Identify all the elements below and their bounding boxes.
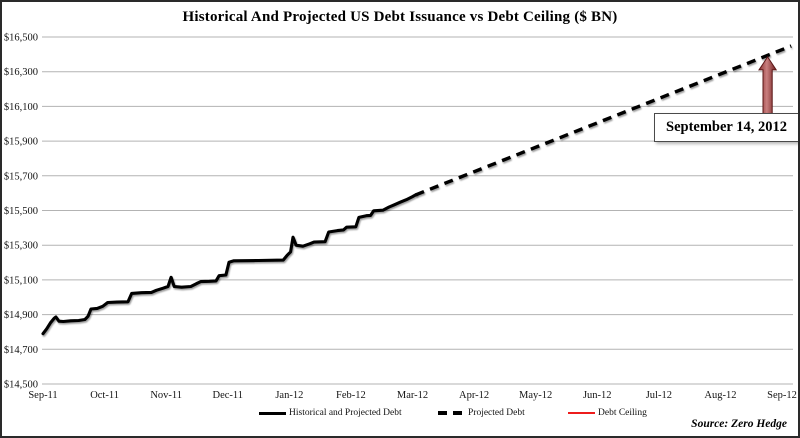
x-axis-tick-label: Mar-12	[397, 390, 428, 401]
source-note: Source: Zero Hedge	[691, 418, 787, 430]
x-axis-tick-label: Oct-11	[90, 390, 119, 401]
legend-item-ceiling: Debt Ceiling	[568, 406, 647, 420]
y-axis-tick-label: $16,500	[4, 33, 38, 44]
x-axis-tick-label: Sep-12	[767, 390, 797, 401]
y-axis-tick-label: $15,700	[4, 171, 38, 182]
x-axis-tick-label: Sep-11	[28, 390, 57, 401]
historical-debt-line	[41, 193, 418, 336]
chart-title: Historical And Projected US Debt Issuanc…	[182, 9, 618, 25]
dashed-line-swatch-icon	[438, 411, 465, 415]
x-axis-tick-label: Feb-12	[336, 390, 366, 401]
red-line-swatch-icon	[568, 412, 595, 414]
legend: Historical and Projected Debt Projected …	[2, 406, 798, 420]
x-axis-tick-label: Aug-12	[704, 390, 736, 401]
legend-label: Projected Debt	[468, 408, 525, 418]
projected-debt-line	[414, 44, 792, 197]
x-axis-tick-label: Jan-12	[275, 390, 303, 401]
annotation-text: September 14, 2012	[666, 119, 787, 135]
x-axis-tick-label: May-12	[519, 390, 552, 401]
y-axis-tick-label: $14,700	[4, 345, 38, 356]
y-axis-tick-label: $14,500	[4, 380, 38, 391]
x-axis-tick-label: Apr-12	[459, 390, 489, 401]
y-axis-tick-label: $15,900	[4, 137, 38, 148]
x-axis-tick-label: Dec-11	[212, 390, 243, 401]
y-axis-tick-label: $14,900	[4, 310, 38, 321]
x-axis-tick-label: Jun-12	[583, 390, 612, 401]
legend-item-projected: Projected Debt	[438, 406, 525, 420]
x-axis-tick-label: Nov-11	[150, 390, 182, 401]
solid-line-swatch-icon	[259, 411, 286, 415]
y-axis-tick-label: $15,100	[4, 275, 38, 286]
legend-label: Debt Ceiling	[598, 408, 647, 418]
y-axis-tick-label: $15,300	[4, 241, 38, 252]
legend-item-historical: Historical and Projected Debt	[259, 406, 402, 420]
x-axis-tick-label: Jul-12	[646, 390, 672, 401]
legend-label: Historical and Projected Debt	[289, 408, 402, 418]
y-axis-tick-label: $15,500	[4, 206, 38, 217]
annotation-callout: September 14, 2012	[654, 113, 798, 142]
y-axis-tick-label: $16,100	[4, 102, 38, 113]
y-axis-tick-label: $16,300	[4, 67, 38, 78]
annotation-arrow	[758, 55, 778, 117]
